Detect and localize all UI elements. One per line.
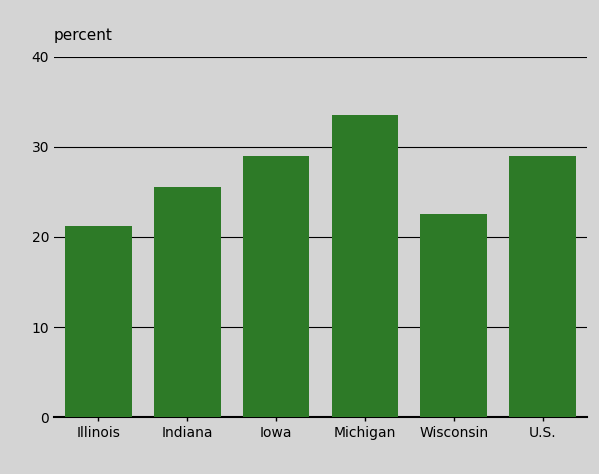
- Bar: [509, 156, 576, 417]
- Bar: [420, 215, 487, 417]
- Bar: [65, 226, 132, 417]
- Bar: [154, 188, 220, 417]
- Text: percent: percent: [54, 27, 113, 43]
- Bar: [243, 156, 309, 417]
- Bar: [332, 116, 398, 417]
